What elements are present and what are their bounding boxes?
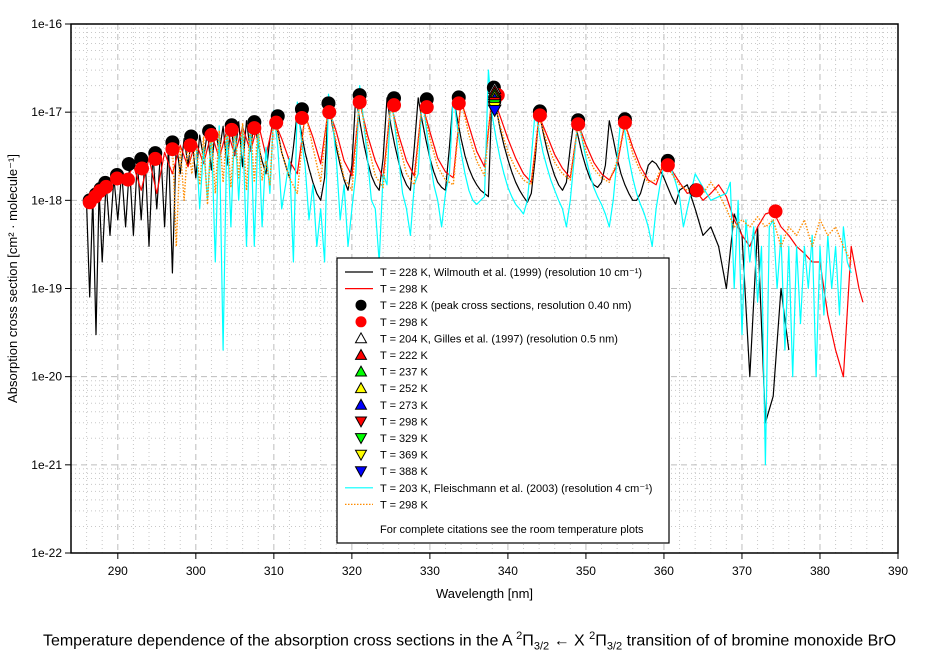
legend-label: T = 273 K: [380, 400, 428, 412]
legend-swatch-triangle: [354, 331, 368, 344]
y-tick-label: 1e-22: [31, 546, 62, 560]
plot-area: [82, 69, 864, 466]
data-point-3: [451, 96, 466, 111]
data-point-3: [269, 115, 284, 130]
x-tick-label: 290: [108, 564, 128, 578]
x-axis: 290 300 310 320 330 340 350 360 370 380 390: [108, 553, 908, 578]
legend-label: T = 298 K: [380, 284, 428, 296]
x-tick-label: 320: [342, 564, 362, 578]
y-tick-label: 1e-17: [31, 105, 62, 119]
legend-label: T = 298 K: [380, 317, 428, 329]
data-point-12: [487, 104, 502, 118]
data-point-3: [204, 128, 219, 143]
figure-caption: Temperature dependence of the absorption…: [0, 630, 939, 653]
data-point-3: [617, 115, 632, 130]
legend-box: [336, 257, 670, 544]
legend-swatch-triangle: [354, 466, 368, 478]
x-tick-label: 350: [576, 564, 596, 578]
data-point-2: [121, 157, 136, 172]
data-point-3: [768, 204, 783, 219]
x-tick-label: 370: [732, 564, 752, 578]
legend-note: For complete citations see the room temp…: [380, 524, 644, 536]
x-tick-label: 340: [498, 564, 518, 578]
data-point-3: [294, 110, 309, 125]
caption-upper-sub: 3/2: [533, 640, 550, 653]
caption-arrow: ← X: [549, 632, 590, 650]
legend-swatch-triangle: [354, 348, 368, 360]
legend-swatch-triangle: [354, 449, 368, 462]
legend-label: T = 298 K: [380, 499, 428, 511]
x-tick-label: 330: [420, 564, 440, 578]
data-point-3: [99, 179, 114, 194]
legend-label: T = 204 K, Gilles et al. (1997) (resolut…: [380, 333, 618, 345]
legend-swatch-triangle: [354, 365, 368, 377]
y-tick-label: 1e-20: [31, 370, 62, 384]
legend-label: T = 228 K, Wilmouth et al. (1999) (resol…: [380, 267, 642, 279]
caption-lower-sym: Π: [595, 632, 607, 650]
legend-label: T = 329 K: [380, 433, 428, 445]
x-axis-title: Wavelength [nm]: [436, 586, 533, 601]
data-point-3: [532, 108, 547, 123]
legend-swatch-triangle: [354, 433, 368, 445]
legend-swatch-triangle: [354, 381, 368, 394]
legend-label: T = 388 K: [380, 466, 428, 478]
caption-upper-sym: Π: [522, 632, 534, 650]
data-point-3: [689, 183, 704, 198]
legend-swatch-circle: [355, 316, 367, 328]
legend-swatch-triangle: [354, 398, 368, 410]
data-point-3: [120, 172, 135, 187]
legend-label: T = 228 K (peak cross sections, resoluti…: [380, 300, 631, 312]
legend-label: T = 237 K: [380, 367, 428, 379]
caption-prefix: Temperature dependence of the absorption…: [42, 632, 517, 650]
x-tick-label: 300: [186, 564, 206, 578]
data-point-3: [322, 105, 337, 120]
x-tick-label: 380: [810, 564, 830, 578]
y-axis-title: Absorption cross section [cm² · molecule…: [5, 154, 20, 403]
y-axis: 1e-22 1e-21 1e-20 1e-19 1e-18 1e-17 1e-16: [31, 17, 71, 560]
data-point-3: [148, 151, 163, 166]
legend-label: T = 222 K: [380, 350, 428, 362]
y-tick-label: 1e-21: [31, 458, 62, 472]
caption-suffix: transition of of bromine monoxide BrO: [622, 632, 897, 650]
legend-label: T = 252 K: [380, 383, 428, 395]
legend-swatch-triangle: [354, 416, 368, 428]
caption-lower-sup: 2: [589, 630, 596, 642]
data-point-3: [224, 122, 239, 137]
caption-upper-sup: 2: [516, 630, 523, 642]
y-tick-label: 1e-18: [31, 193, 62, 207]
x-tick-label: 310: [264, 564, 284, 578]
y-tick-label: 1e-16: [31, 17, 62, 31]
data-point-3: [352, 95, 367, 110]
x-tick-label: 360: [654, 564, 674, 578]
data-point-3: [183, 138, 198, 153]
y-tick-label: 1e-19: [31, 282, 62, 296]
data-point-3: [660, 158, 675, 173]
data-point-3: [386, 98, 401, 113]
legend-swatch-circle: [355, 299, 367, 311]
data-point-3: [134, 161, 149, 176]
caption-lower-sub: 3/2: [606, 640, 623, 653]
data-point-3: [165, 142, 180, 157]
x-tick-label: 390: [888, 564, 908, 578]
legend-label: T = 298 K: [380, 416, 428, 428]
legend-label: T = 369 K: [380, 450, 428, 462]
legend-label: T = 203 K, Fleischmann et al. (2003) (re…: [380, 483, 652, 495]
data-point-3: [571, 117, 586, 132]
data-point-3: [247, 121, 262, 136]
data-point-3: [419, 100, 434, 115]
series-layer: [82, 69, 864, 466]
legend: T = 228 K, Wilmouth et al. (1999) (resol…: [336, 257, 670, 544]
